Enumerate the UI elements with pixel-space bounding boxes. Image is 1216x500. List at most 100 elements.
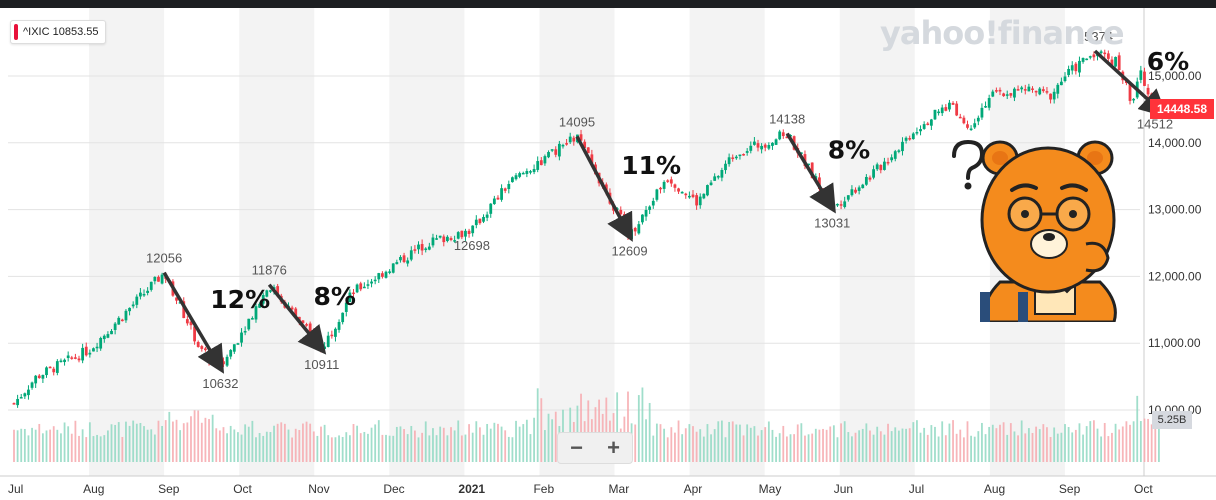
candle-body	[449, 238, 453, 240]
candle-body	[1103, 52, 1107, 55]
volume-bar	[547, 413, 550, 462]
volume-bar	[580, 393, 582, 462]
candle-body	[269, 290, 272, 292]
volume-bar	[753, 426, 756, 462]
candle-body	[1078, 60, 1081, 73]
candle-body	[529, 171, 532, 173]
volume-bar	[536, 388, 539, 462]
volume-bar	[731, 421, 734, 462]
volume-bar	[1158, 417, 1160, 462]
candle-body	[644, 209, 648, 217]
volume-bar	[309, 423, 312, 462]
volume-bar	[500, 426, 503, 462]
volume-bar	[952, 420, 954, 462]
volume-bar	[659, 424, 662, 462]
volume-bar	[507, 436, 510, 462]
candle-body	[514, 175, 518, 180]
drawdown-percent-label: 6%	[1147, 47, 1189, 76]
candle-body	[240, 332, 243, 343]
volume-bar	[666, 437, 669, 462]
drawdown-arrow	[162, 271, 224, 374]
volume-bar	[1074, 429, 1077, 462]
candle-body	[525, 170, 529, 174]
price-annotation: 12056	[146, 251, 182, 266]
top-edge	[0, 0, 1216, 8]
volume-bar	[1114, 423, 1117, 462]
volume-bar	[999, 424, 1001, 462]
volume-bar	[1118, 429, 1121, 462]
volume-bar	[554, 411, 557, 462]
zoom-in-button[interactable]: +	[607, 435, 620, 460]
candle-body	[648, 206, 652, 210]
volume-bar	[229, 425, 232, 462]
month-band	[239, 8, 315, 476]
candle-body	[738, 154, 742, 157]
volume-bar	[742, 435, 745, 462]
candle-body	[30, 382, 34, 388]
volume-bar	[377, 420, 380, 462]
candle-body	[749, 145, 753, 151]
volume-bar	[663, 428, 666, 462]
volume-bar	[298, 429, 301, 462]
candle-body	[872, 169, 875, 178]
volume-bar	[991, 424, 994, 462]
volume-bar	[749, 427, 752, 462]
volume-tag: 5.25B	[1152, 411, 1192, 429]
x-tick-label: Sep	[1059, 482, 1081, 496]
volume-bar	[117, 422, 120, 462]
candle-body	[326, 335, 330, 347]
volume-bar	[45, 430, 48, 462]
candle-body	[496, 197, 500, 200]
volume-bar	[193, 410, 196, 462]
volume-bar	[959, 429, 962, 462]
candle-body	[1052, 91, 1056, 100]
volume-bar	[287, 429, 290, 462]
volume-bar	[695, 431, 698, 462]
volume-bar	[807, 434, 810, 462]
volume-bar	[146, 429, 149, 462]
volume-bar	[944, 435, 947, 462]
volume-bar	[265, 431, 268, 462]
volume-bar	[222, 427, 225, 462]
price-annotation: 13031	[814, 216, 850, 231]
volume-bar	[200, 422, 203, 462]
candle-body	[258, 303, 261, 308]
volume-bar	[302, 423, 304, 462]
month-band	[389, 8, 465, 476]
candle-body	[99, 337, 103, 349]
candle-body	[63, 359, 66, 363]
volume-bar	[78, 435, 80, 462]
candle-body	[185, 319, 189, 324]
candle-body	[980, 107, 984, 118]
candle-body	[70, 357, 74, 359]
volume-bar	[681, 434, 684, 462]
candle-body	[1056, 84, 1060, 94]
candle-body	[395, 262, 399, 265]
candle-body	[189, 321, 193, 326]
volume-bar	[226, 433, 228, 462]
volume-bar	[1136, 395, 1139, 462]
candle-body	[27, 389, 30, 396]
x-tick-label: Jul	[909, 482, 924, 496]
volume-bar	[1024, 433, 1027, 462]
candle-body	[500, 188, 503, 200]
ticker-badge[interactable]: ^IXIC 10853.55	[10, 20, 106, 44]
volume-bar	[908, 428, 911, 462]
candle-body	[66, 355, 70, 359]
zoom-out-button[interactable]: −	[570, 435, 583, 460]
candle-body	[554, 149, 558, 155]
volume-bar	[645, 419, 647, 462]
volume-bar	[179, 430, 182, 462]
volume-bar	[381, 434, 384, 462]
volume-bar	[930, 425, 933, 462]
volume-bar	[1132, 421, 1135, 462]
candle-body	[951, 102, 955, 105]
candle-body	[904, 137, 908, 141]
candle-body	[901, 141, 904, 152]
candle-body	[810, 162, 814, 179]
candle-body	[879, 164, 883, 171]
volume-bar	[128, 425, 131, 462]
candle-body	[778, 131, 782, 140]
candle-body	[940, 107, 944, 114]
candle-body	[254, 306, 258, 320]
